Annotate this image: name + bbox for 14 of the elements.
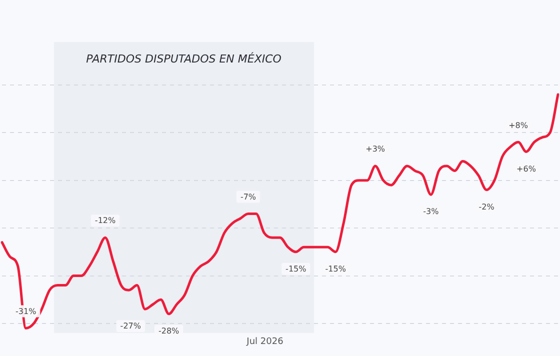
data-label: +6%	[516, 164, 536, 174]
data-label: -27%	[120, 322, 142, 331]
text: Jul 2026	[246, 336, 284, 347]
text: PARTIDOS DISPUTADOS EN MÉXICO	[86, 51, 282, 66]
data-label: +8%	[508, 120, 528, 130]
data-label: -15%	[325, 264, 346, 274]
data-label: +3%	[366, 144, 386, 154]
data-label: -3%	[423, 207, 440, 216]
data-label: -2%	[478, 202, 495, 212]
data-label: -12%	[94, 216, 116, 226]
data-label: -31%	[15, 306, 37, 316]
data-label: -7%	[240, 192, 256, 202]
data-label: -28%	[158, 326, 180, 336]
data-label: -15%	[286, 264, 307, 274]
